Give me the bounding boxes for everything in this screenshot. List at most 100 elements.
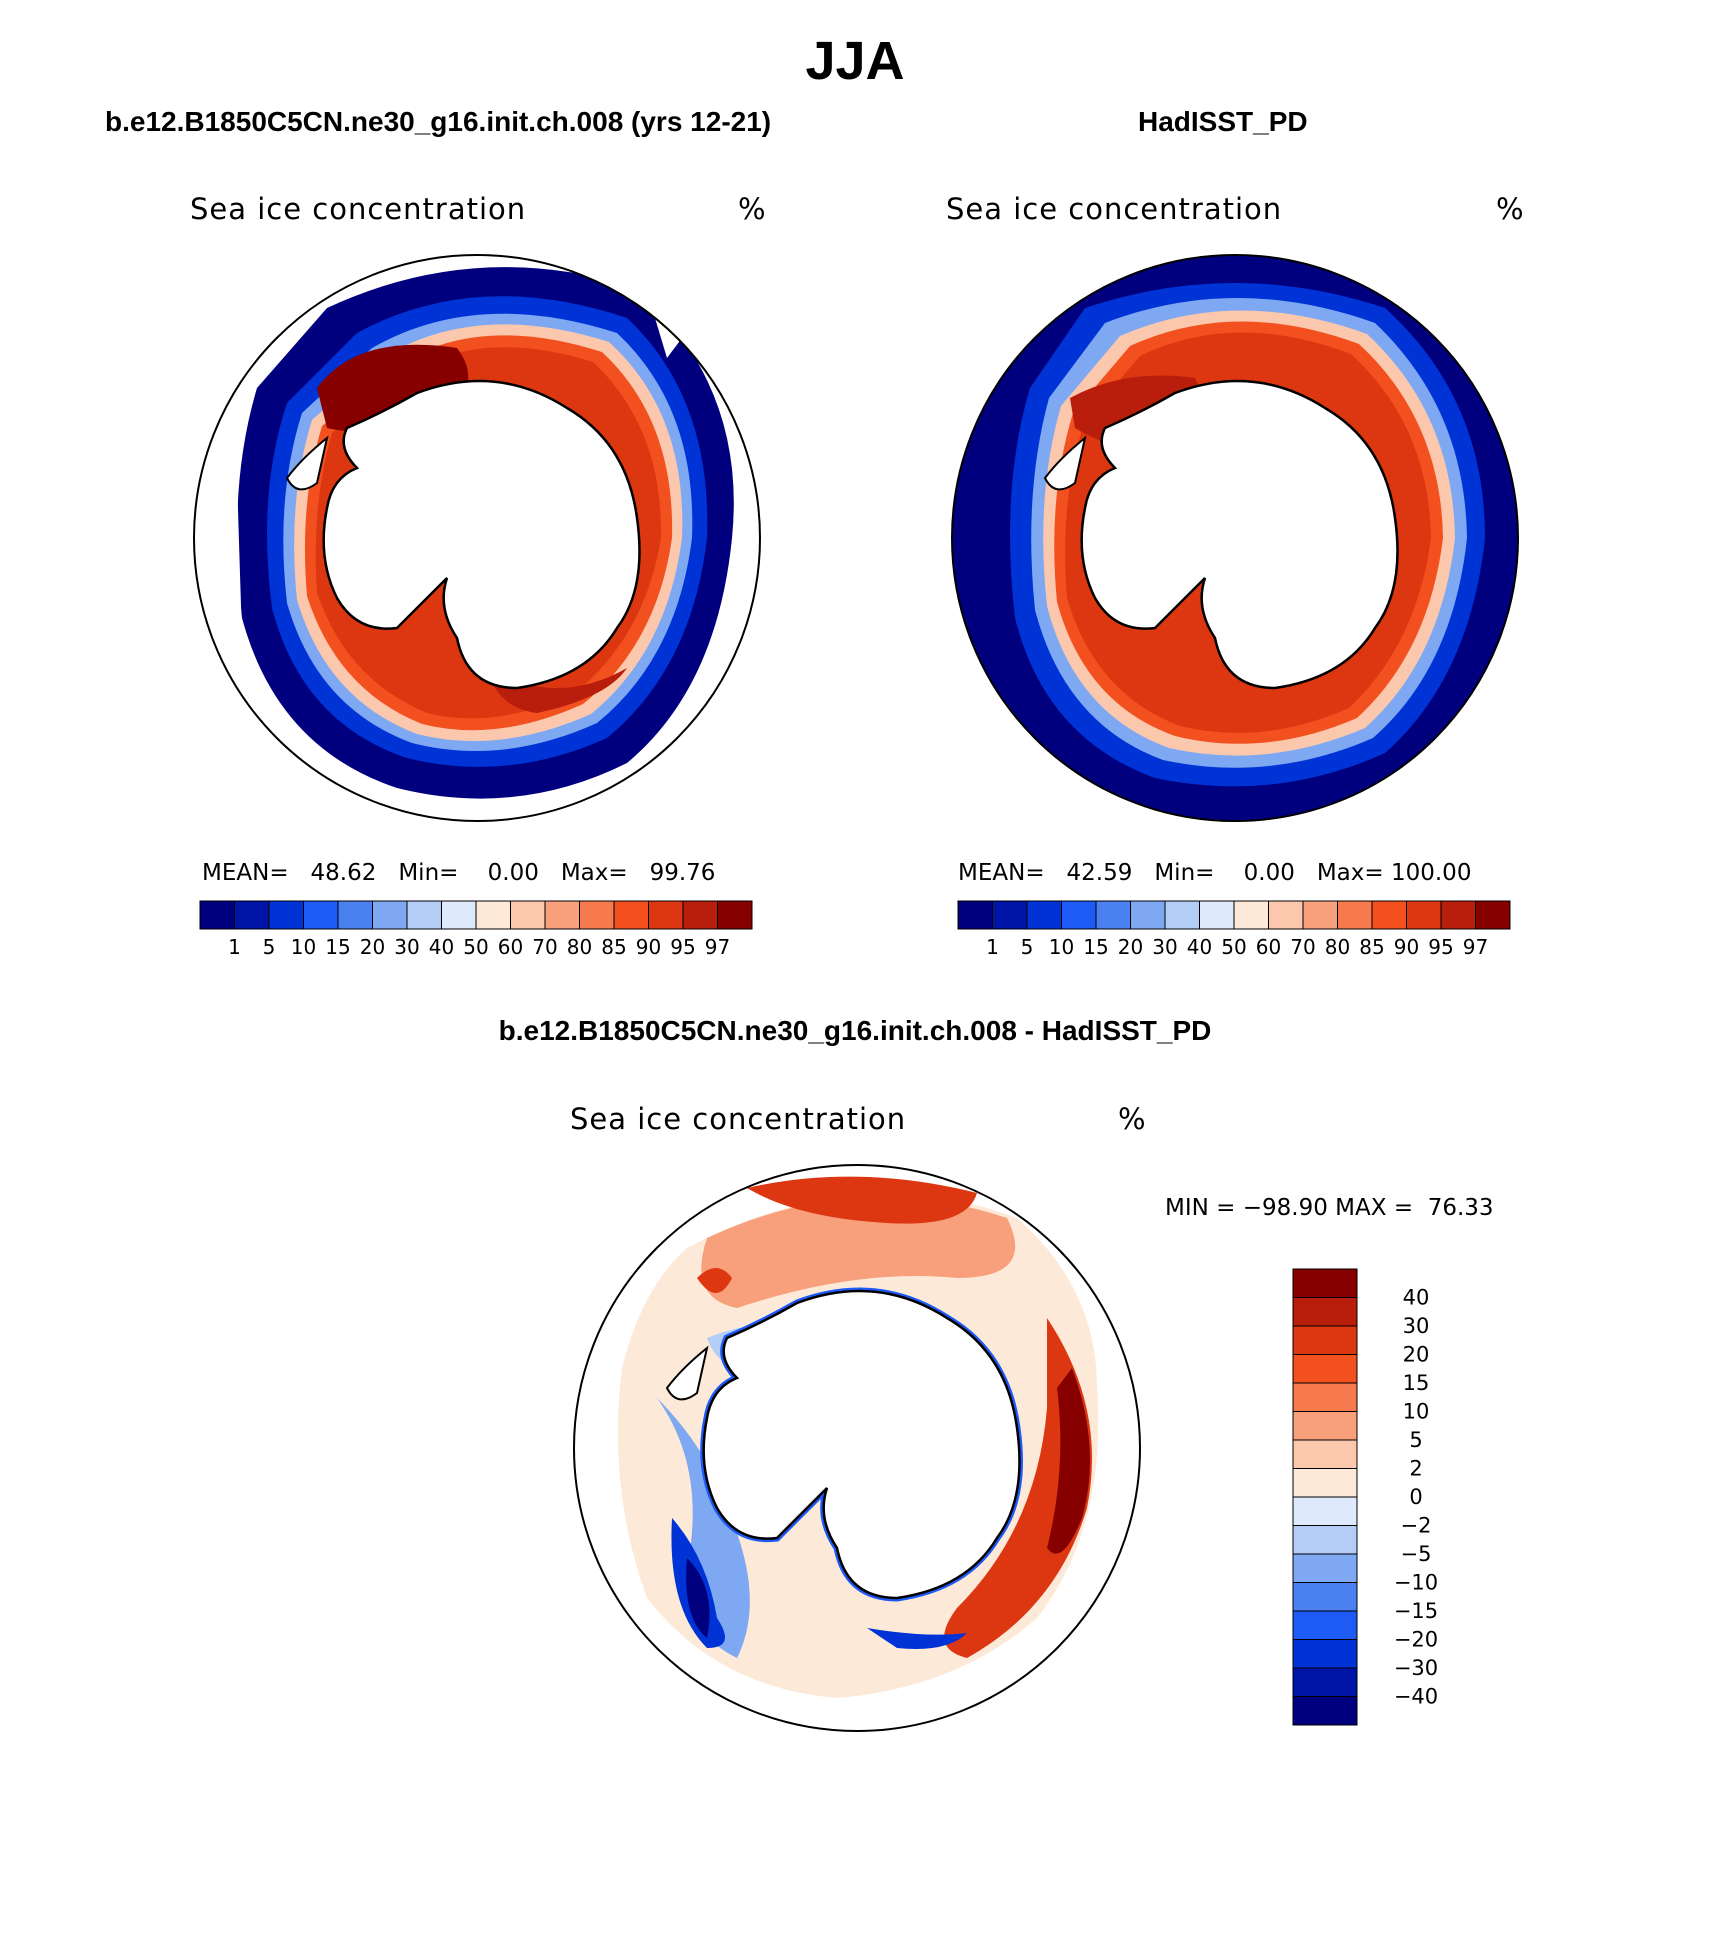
diff-colorbar-swatch — [1292, 1696, 1358, 1726]
diff-colorbar-swatch — [1292, 1297, 1358, 1327]
panel-1-colorbar-tick-label: 10 — [291, 935, 316, 959]
diff-colorbar-tick-label: −5 — [1401, 1542, 1432, 1566]
panel-2-colorbar-swatch — [1302, 900, 1338, 930]
panel-1-units-label: % — [738, 192, 766, 226]
panel-2-colorbar-ticks: 1 5 10 15 20 30 40 50 60 70 80 85 90 95 97 — [986, 935, 1488, 959]
max-label: Max= — [560, 860, 628, 886]
diff-colorbar-tick-label: 40 — [1403, 1286, 1430, 1310]
panel-2-colorbar-swatch — [1095, 900, 1131, 930]
panel-1-colorbar-swatch — [579, 900, 615, 930]
panel-2-colorbar-tick-label: 50 — [1221, 935, 1246, 959]
max-value: 100.00 — [1390, 860, 1472, 886]
panel-2-colorbar-tick-label: 1 — [986, 935, 999, 959]
diff-panel-variable-label: Sea ice concentration — [570, 1102, 907, 1136]
panel-2-colorbar-swatch — [1475, 900, 1511, 930]
panel-2-units-label: % — [1496, 192, 1524, 226]
panel-1-colorbar-tick-label: 40 — [429, 935, 454, 959]
panel-2-colorbar-tick-label: 30 — [1152, 935, 1177, 959]
diff-panel-polar-map — [573, 1164, 1141, 1732]
panel-2-colorbar-swatch — [1406, 900, 1442, 930]
panel-1-colorbar-swatch — [682, 900, 718, 930]
panel-2-colorbar-tick-label: 10 — [1049, 935, 1074, 959]
min-value: 0.00 — [1243, 860, 1295, 886]
panel-1-colorbar-swatch — [303, 900, 339, 930]
panel-2-colorbar-tick-label: 95 — [1428, 935, 1453, 959]
panel-2-colorbar-swatch — [1233, 900, 1269, 930]
diff-colorbar-swatch — [1292, 1553, 1358, 1583]
diff-colorbar-swatch — [1292, 1439, 1358, 1469]
diff-colorbar-tick-label: −30 — [1394, 1656, 1438, 1680]
diff-colorbar-tick-label: 5 — [1409, 1428, 1422, 1452]
max-label: MAX = — [1335, 1195, 1414, 1221]
diff-colorbar-tick-label: −20 — [1394, 1628, 1438, 1652]
panel-1-colorbar-tick-label: 97 — [705, 935, 730, 959]
diff-colorbar-tick-label: −10 — [1394, 1571, 1438, 1595]
min-value: 0.00 — [487, 860, 539, 886]
diff-colorbar-tick-label: 0 — [1409, 1485, 1422, 1509]
diff-colorbar-swatch — [1292, 1382, 1358, 1412]
panel-2-title: HadISST_PD — [1138, 106, 1308, 137]
diff-colorbar-swatch — [1292, 1525, 1358, 1555]
diff-colorbar-tick-label: −2 — [1401, 1514, 1432, 1538]
diff-colorbar-swatch — [1292, 1496, 1358, 1526]
mean-label: MEAN= — [202, 860, 289, 886]
panel-2-colorbar-swatch — [957, 900, 993, 930]
panel-1-colorbar-tick-label: 50 — [463, 935, 488, 959]
panel-1-colorbar-swatch — [544, 900, 580, 930]
diff-colorbar-swatch — [1292, 1411, 1358, 1441]
panel-2-colorbar-tick-label: 85 — [1359, 935, 1384, 959]
min-label: Min= — [1154, 860, 1215, 886]
panel-1-colorbar-swatch — [717, 900, 753, 930]
panel-1-colorbar-ticks: 1 5 10 15 20 30 40 50 60 70 80 85 90 95 97 — [228, 935, 730, 959]
diff-colorbar-swatch — [1292, 1582, 1358, 1612]
panel-1-colorbar — [199, 900, 753, 930]
diff-panel-title: b.e12.B1850C5CN.ne30_g16.init.ch.008 - H… — [498, 1015, 1212, 1046]
panel-1-colorbar-swatch — [613, 900, 649, 930]
diff-panel-stats: MIN = −98.90 MAX = 76.33 — [1165, 1195, 1494, 1221]
panel-1-colorbar-swatch — [372, 900, 408, 930]
panel-2-colorbar-swatch — [1371, 900, 1407, 930]
panel-2-colorbar-swatch — [1130, 900, 1166, 930]
min-label: MIN = — [1165, 1195, 1236, 1221]
panel-2-colorbar-swatch — [1164, 900, 1200, 930]
mean-value: 42.59 — [1066, 860, 1133, 886]
mean-value: 48.62 — [310, 860, 377, 886]
panel-1-colorbar-tick-label: 1 — [228, 935, 241, 959]
panel-2-colorbar-tick-label: 15 — [1083, 935, 1108, 959]
panel-1-title: b.e12.B1850C5CN.ne30_g16.init.ch.008 (yr… — [105, 106, 772, 137]
panel-1-colorbar-swatch — [234, 900, 270, 930]
panel-1-colorbar-swatch — [406, 900, 442, 930]
panel-1-colorbar-tick-label: 95 — [670, 935, 695, 959]
panel-1-colorbar-tick-label: 30 — [394, 935, 419, 959]
panel-2-colorbar-tick-label: 80 — [1325, 935, 1350, 959]
diff-colorbar-swatch — [1292, 1667, 1358, 1697]
panel-1-colorbar-tick-label: 5 — [263, 935, 276, 959]
min-value: −98.90 — [1242, 1195, 1328, 1221]
diff-colorbar-tick-label: −15 — [1394, 1599, 1438, 1623]
panel-1-colorbar-tick-label: 60 — [498, 935, 523, 959]
panel-2-colorbar — [957, 900, 1511, 930]
diff-panel-colorbar — [1292, 1268, 1358, 1726]
diff-colorbar-swatch — [1292, 1468, 1358, 1498]
panel-1-stats: MEAN= 48.62 Min= 0.00 Max= 99.76 — [202, 860, 715, 886]
panel-1-colorbar-swatch — [648, 900, 684, 930]
panel-2-colorbar-tick-label: 60 — [1256, 935, 1281, 959]
panel-2-variable-label: Sea ice concentration — [946, 192, 1283, 226]
panel-1-colorbar-swatch — [199, 900, 235, 930]
panel-2-colorbar-tick-label: 20 — [1118, 935, 1143, 959]
panel-1-colorbar-swatch — [510, 900, 546, 930]
diff-colorbar-swatch — [1292, 1354, 1358, 1384]
diff-colorbar-tick-label: −40 — [1394, 1685, 1438, 1709]
diff-colorbar-swatch — [1292, 1610, 1358, 1640]
panel-1-variable-label: Sea ice concentration — [190, 192, 527, 226]
panel-2-colorbar-swatch — [1337, 900, 1373, 930]
panel-2-colorbar-tick-label: 90 — [1394, 935, 1419, 959]
panel-1-colorbar-tick-label: 90 — [636, 935, 661, 959]
panel-2-stats: MEAN= 42.59 Min= 0.00 Max= 100.00 — [958, 860, 1471, 886]
diff-colorbar-swatch — [1292, 1639, 1358, 1669]
panel-1-colorbar-tick-label: 80 — [567, 935, 592, 959]
panel-1-colorbar-tick-label: 70 — [532, 935, 557, 959]
diff-colorbar-tick-label: 30 — [1403, 1314, 1430, 1338]
panel-1-colorbar-tick-label: 20 — [360, 935, 385, 959]
